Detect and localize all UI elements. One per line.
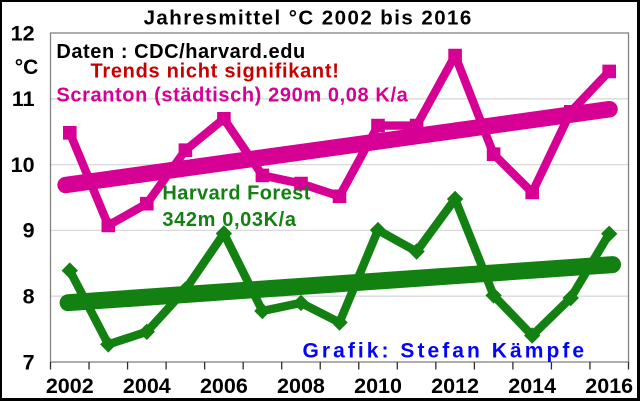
svg-text:2008: 2008	[277, 374, 325, 398]
svg-text:12: 12	[11, 21, 35, 45]
svg-text:Trends nicht signifikant!: Trends nicht signifikant!	[91, 61, 340, 83]
svg-text:11: 11	[12, 87, 35, 111]
svg-text:°C: °C	[15, 56, 39, 79]
svg-text:7: 7	[23, 350, 35, 374]
svg-text:10: 10	[11, 153, 35, 177]
svg-text:8: 8	[23, 285, 35, 309]
svg-text:342m 0,03K/a: 342m 0,03K/a	[162, 209, 296, 231]
svg-text:2010: 2010	[354, 374, 402, 398]
svg-text:Harvard Forest: Harvard Forest	[162, 183, 310, 205]
svg-text:2006: 2006	[200, 374, 248, 398]
svg-text:9: 9	[23, 219, 35, 243]
svg-text:2014: 2014	[508, 374, 556, 398]
svg-text:Grafik: Stefan Kämpfe: Grafik: Stefan Kämpfe	[303, 339, 588, 362]
svg-text:Scranton (städtisch) 290m 0,08: Scranton (städtisch) 290m 0,08 K/a	[56, 84, 408, 106]
svg-text:2004: 2004	[123, 374, 171, 398]
svg-text:Jahresmittel °C 2002 bis 2016: Jahresmittel °C 2002 bis 2016	[144, 6, 473, 29]
svg-text:2012: 2012	[431, 374, 479, 398]
svg-text:2016: 2016	[585, 374, 633, 398]
svg-text:2002: 2002	[46, 374, 94, 398]
svg-text:Daten : CDC/harvard.edu: Daten : CDC/harvard.edu	[56, 41, 305, 63]
